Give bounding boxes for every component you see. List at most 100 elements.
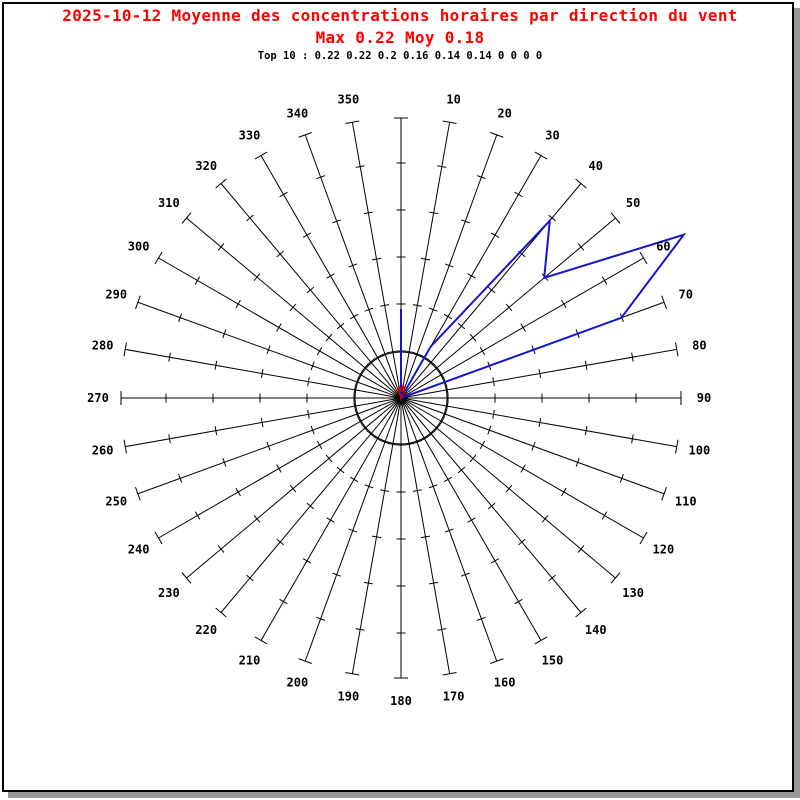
axis-tick bbox=[561, 299, 567, 309]
axis-tick bbox=[661, 487, 667, 501]
direction-label-100: 100 bbox=[689, 444, 711, 458]
direction-label-140: 140 bbox=[585, 623, 607, 637]
axis-tick bbox=[354, 409, 359, 419]
direction-label-130: 130 bbox=[622, 586, 644, 600]
axis-tick bbox=[349, 313, 359, 320]
direction-label-350: 350 bbox=[338, 93, 360, 107]
axis-tick bbox=[437, 628, 447, 631]
axis-tick bbox=[380, 489, 390, 492]
axis-spokes bbox=[120, 117, 682, 679]
axis-tick bbox=[575, 607, 587, 618]
axis-tick bbox=[168, 434, 171, 444]
axis-tick bbox=[123, 439, 127, 454]
axis-tick bbox=[444, 263, 454, 268]
axis-tick bbox=[490, 558, 500, 564]
direction-label-310: 310 bbox=[158, 196, 180, 210]
direction-label-270: 270 bbox=[87, 391, 109, 405]
axis-tick bbox=[289, 484, 297, 493]
axis-tick bbox=[469, 454, 477, 463]
axis-tick bbox=[490, 232, 500, 238]
axis-tick bbox=[222, 329, 227, 339]
axis-tick bbox=[217, 545, 225, 553]
axis-tick bbox=[460, 219, 470, 224]
axis-tick bbox=[538, 417, 542, 428]
axis-tick bbox=[348, 263, 358, 268]
chart-title: 2025-10-12 Moyenne des concentrations ho… bbox=[62, 6, 738, 25]
axis-tick bbox=[326, 517, 335, 523]
spoke-130 bbox=[400, 397, 616, 579]
axis-tick bbox=[363, 211, 373, 215]
direction-label-30: 30 bbox=[545, 129, 559, 143]
axis-tick bbox=[373, 354, 382, 360]
axis-tick bbox=[276, 464, 282, 473]
axis-tick bbox=[310, 425, 315, 435]
axis-tick bbox=[639, 531, 648, 545]
axis-tick bbox=[467, 517, 476, 523]
spoke-310 bbox=[186, 217, 402, 399]
axis-tick bbox=[388, 350, 398, 353]
axis-tick bbox=[443, 476, 453, 483]
spoke-320 bbox=[220, 183, 402, 399]
direction-label-210: 210 bbox=[239, 653, 261, 667]
axis-tick bbox=[518, 538, 526, 546]
axis-tick bbox=[135, 295, 141, 309]
axis-tick bbox=[404, 443, 414, 446]
spoke-160 bbox=[400, 397, 498, 662]
axis-tick bbox=[253, 515, 261, 523]
spoke-230 bbox=[186, 397, 402, 579]
axis-tick bbox=[246, 574, 254, 582]
axis-tick bbox=[345, 120, 360, 124]
axis-tick bbox=[154, 251, 163, 265]
axis-tick bbox=[349, 476, 359, 483]
axis-tick bbox=[353, 401, 356, 411]
axis-tick bbox=[178, 313, 183, 323]
axis-tick bbox=[412, 440, 422, 445]
axis-tick bbox=[534, 636, 548, 645]
axis-tick bbox=[371, 257, 382, 261]
direction-label-190: 190 bbox=[338, 689, 360, 703]
axis-tick bbox=[310, 361, 315, 371]
axis-tick bbox=[601, 276, 608, 285]
axis-tick bbox=[505, 303, 513, 312]
axis-tick bbox=[168, 352, 171, 362]
direction-label-330: 330 bbox=[239, 129, 261, 143]
spoke-340 bbox=[304, 134, 402, 399]
axis-tick bbox=[487, 425, 492, 435]
axis-tick bbox=[428, 307, 438, 312]
axis-tick bbox=[235, 299, 241, 309]
direction-label-230: 230 bbox=[158, 586, 180, 600]
axis-tick bbox=[442, 672, 457, 676]
axis-tick bbox=[266, 345, 271, 355]
axis-tick bbox=[363, 581, 373, 585]
direction-label-250: 250 bbox=[105, 495, 127, 509]
axis-tick bbox=[548, 214, 556, 222]
axis-tick bbox=[357, 417, 363, 426]
axis-tick bbox=[534, 151, 548, 160]
axis-tick bbox=[428, 484, 438, 489]
spoke-50 bbox=[400, 217, 616, 399]
axis-tick bbox=[467, 273, 476, 279]
axis-tick bbox=[307, 409, 310, 419]
axis-tick bbox=[316, 616, 326, 621]
direction-label-340: 340 bbox=[287, 106, 309, 120]
axis-tick bbox=[444, 528, 454, 533]
direction-label-10: 10 bbox=[446, 93, 460, 107]
axis-tick bbox=[439, 417, 445, 426]
axis-tick bbox=[253, 273, 261, 281]
axis-tick bbox=[631, 434, 634, 444]
axis-tick bbox=[420, 436, 429, 442]
axis-tick bbox=[316, 440, 323, 450]
axis-tick bbox=[336, 322, 345, 330]
direction-label-50: 50 bbox=[626, 196, 640, 210]
axis-tick bbox=[298, 132, 312, 138]
axis-tick bbox=[575, 178, 587, 189]
axis-tick bbox=[353, 385, 356, 395]
direction-label-220: 220 bbox=[195, 623, 217, 637]
axis-tick bbox=[214, 426, 218, 436]
axis-tick bbox=[442, 120, 457, 124]
axis-tick bbox=[457, 466, 466, 474]
axis-tick bbox=[427, 358, 435, 366]
axis-tick bbox=[514, 598, 523, 605]
axis-tick bbox=[437, 165, 447, 168]
